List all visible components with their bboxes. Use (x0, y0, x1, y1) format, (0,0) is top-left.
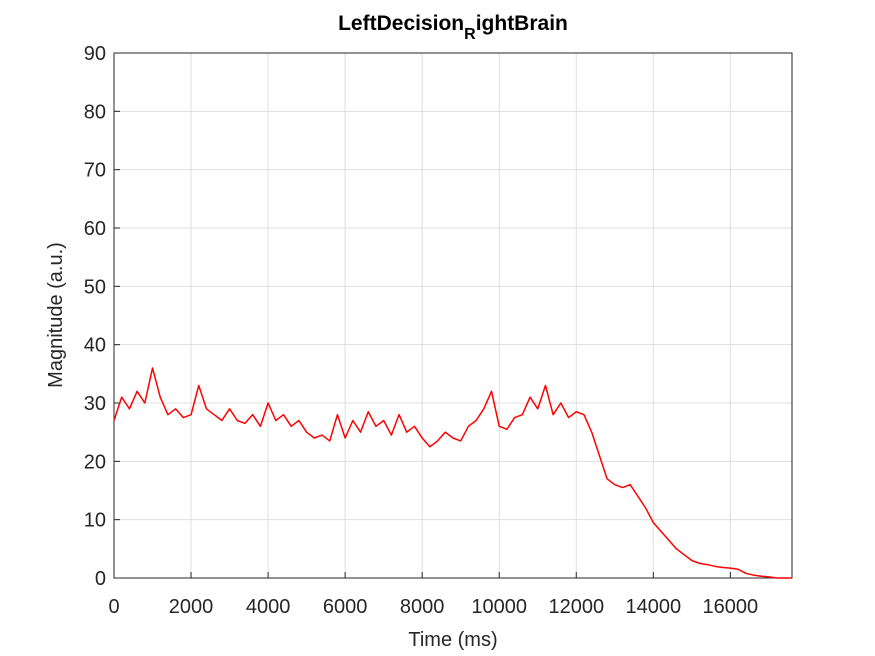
chart-title: LeftDecisionRightBrain (338, 12, 568, 43)
title-part: LeftDecision (338, 12, 464, 35)
x-tick-label: 4000 (246, 596, 291, 618)
y-tick-label: 80 (84, 101, 106, 123)
title-subscript: R (464, 26, 476, 43)
axes-box (113, 52, 793, 579)
y-tick-label: 50 (84, 276, 106, 298)
y-tick-label: 0 (95, 568, 106, 590)
y-tick-label: 90 (84, 43, 106, 65)
x-tick-label: 8000 (400, 596, 445, 618)
y-axis-label: Magnitude (a.u.) (45, 242, 67, 388)
y-tick-label: 20 (84, 451, 106, 473)
plot-area (114, 53, 792, 578)
x-tick-label: 0 (108, 596, 119, 618)
x-tick-label: 2000 (169, 596, 214, 618)
x-tick-label: 12000 (548, 596, 604, 618)
y-tick-label: 60 (84, 218, 106, 240)
title-part: ightBrain (476, 12, 568, 35)
x-tick-label: 10000 (471, 596, 527, 618)
y-tick-label: 10 (84, 510, 106, 532)
y-tick-label: 40 (84, 335, 106, 357)
x-tick-label: 16000 (703, 596, 759, 618)
y-tick-label: 30 (84, 393, 106, 415)
x-tick-label: 14000 (626, 596, 682, 618)
x-axis-label: Time (ms) (408, 629, 497, 651)
x-tick-label: 6000 (323, 596, 368, 618)
y-tick-label: 70 (84, 160, 106, 182)
data-line (113, 367, 792, 579)
